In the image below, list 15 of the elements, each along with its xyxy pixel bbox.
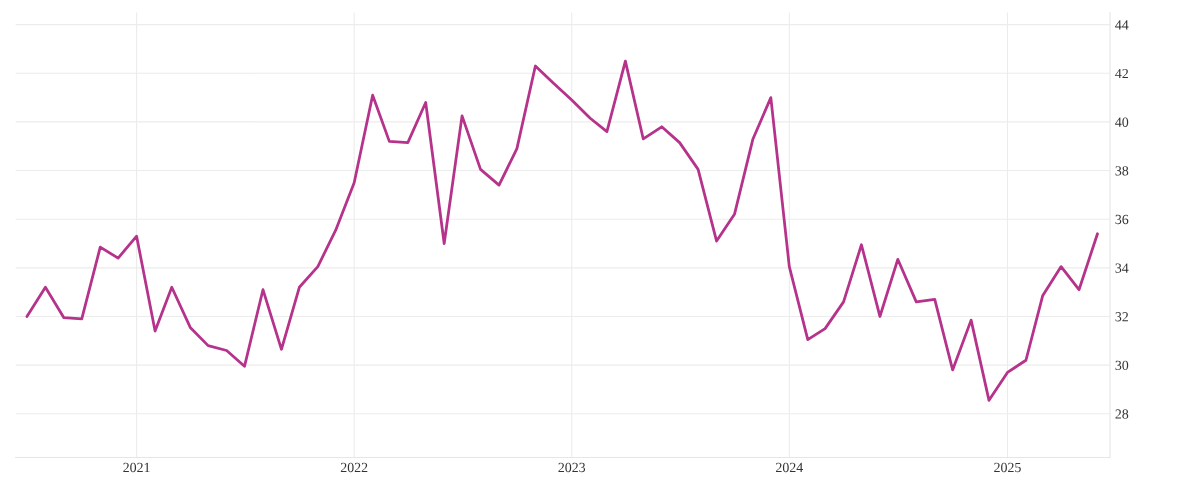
y-tick-label: 40 [1115, 117, 1129, 127]
y-tick-label: 38 [1115, 166, 1129, 176]
y-tick-label: 30 [1115, 360, 1129, 371]
y-tick-label: 34 [1115, 263, 1129, 273]
y-tick-label: 28 [1115, 409, 1129, 419]
y-tick-label: 32 [1115, 312, 1128, 322]
x-tick-label: 2022 [340, 462, 368, 473]
x-tick-label: 2021 [123, 462, 150, 473]
line-series [25, 59, 1099, 402]
x-tick-label: 2025 [994, 462, 1021, 473]
x-tick-label: 2023 [558, 462, 586, 473]
y-tick-label: 36 [1115, 214, 1129, 225]
y-tick-label: 42 [1115, 68, 1128, 79]
y-tick-label: 44 [1115, 20, 1129, 30]
x-tick-label: 2024 [776, 462, 803, 473]
